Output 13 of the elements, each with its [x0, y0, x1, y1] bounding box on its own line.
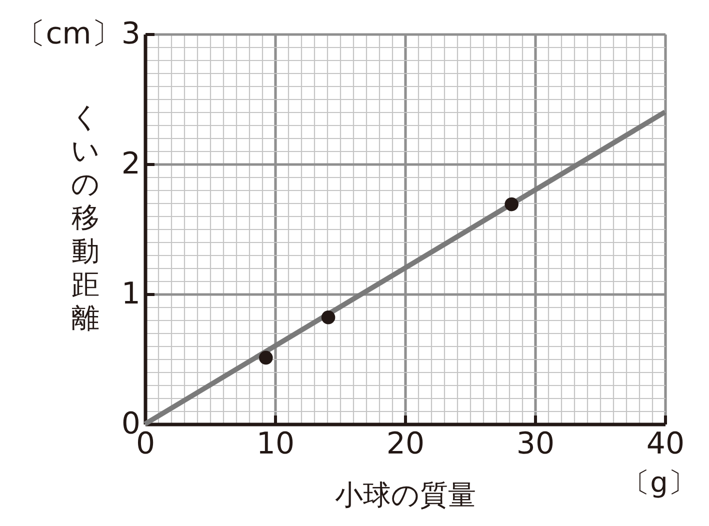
x-axis-title: 小球の質量: [335, 478, 476, 512]
y-tick-label: 1: [121, 276, 140, 312]
text: 〔g〕: [622, 466, 696, 499]
y-tick-label: 2: [121, 146, 140, 182]
y-tick-label: 〔cm〕3: [16, 16, 140, 52]
point: [321, 310, 336, 324]
x-tick-label: 30: [516, 426, 555, 462]
y-axis-title: くいの移動距離: [71, 100, 100, 334]
point: [504, 197, 518, 212]
x-tick-label: 40: [646, 426, 685, 462]
x-tick-label: 10: [256, 426, 295, 462]
point: [259, 350, 273, 365]
x-tick-label: 20: [386, 426, 425, 462]
